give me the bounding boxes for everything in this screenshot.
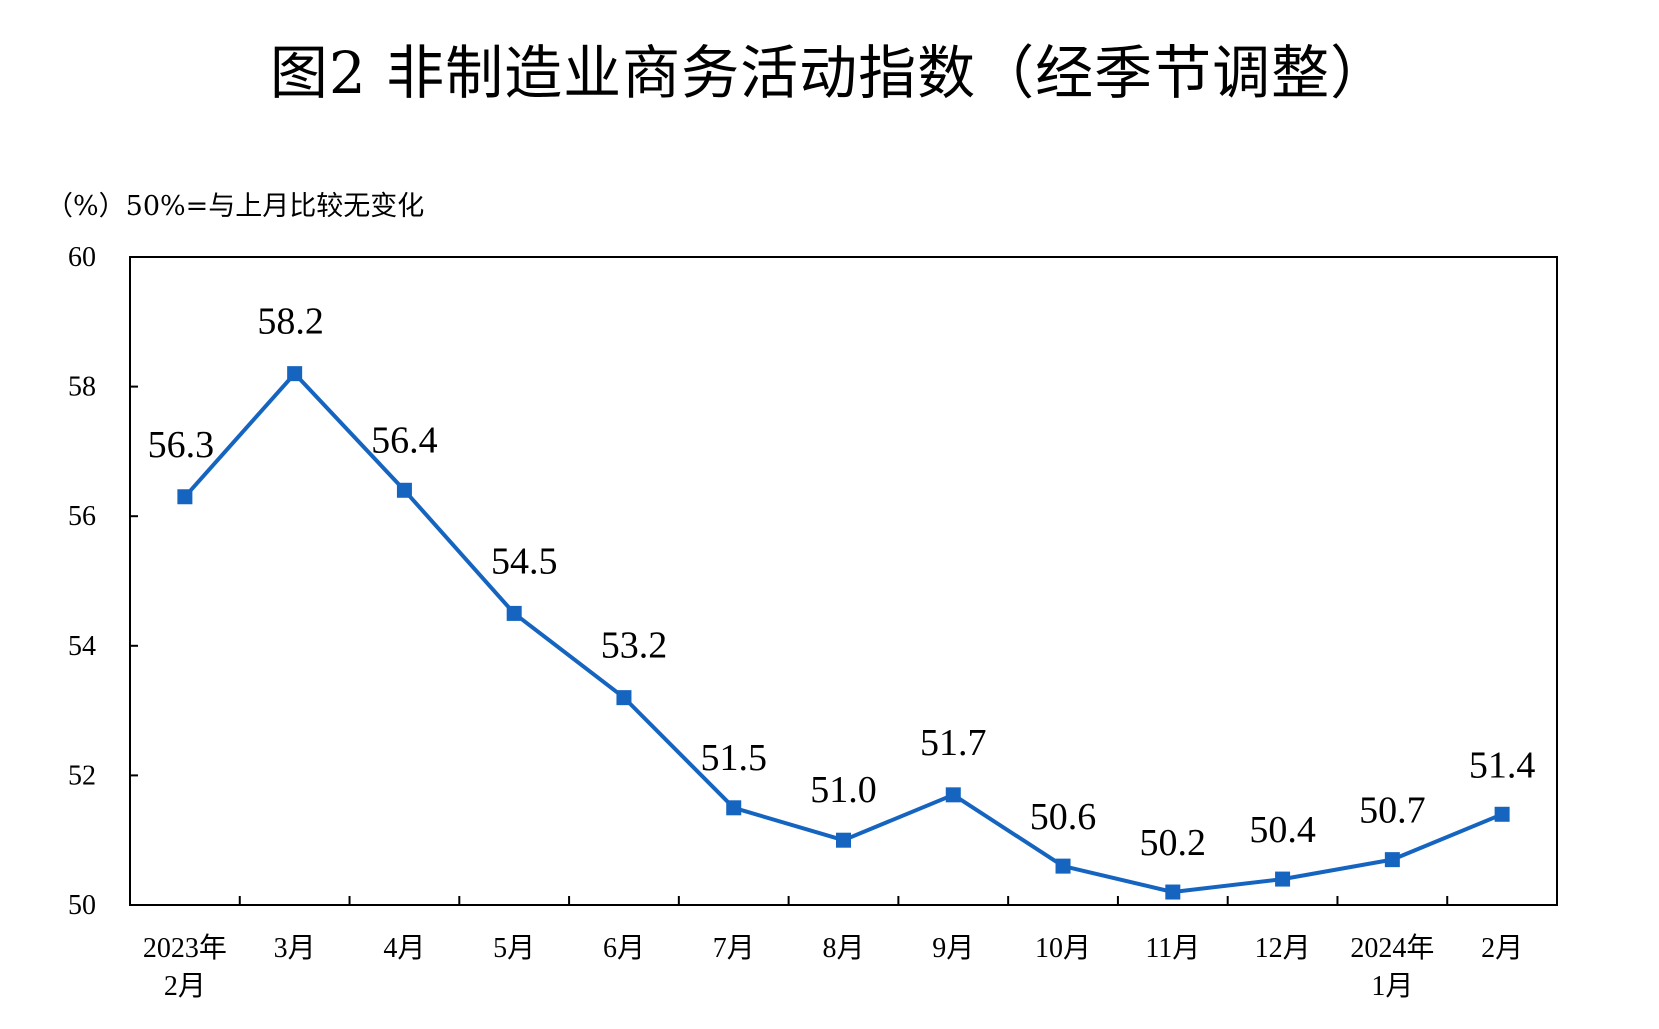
x-category-label-line: 5月 [493, 933, 535, 964]
chart-title: 图2 非制造业商务活动指数（经季节调整） [269, 39, 1390, 107]
data-label: 54.5 [491, 540, 558, 582]
x-category-label-line: 2023年 [143, 932, 227, 964]
x-category-label: 6月 [603, 933, 645, 964]
data-point-marker [726, 800, 742, 816]
x-category-label: 11月 [1145, 933, 1200, 964]
x-category-label-line: 2024年 [1350, 932, 1434, 964]
data-label: 51.0 [810, 769, 877, 811]
x-category-label-line: 10月 [1035, 933, 1091, 964]
plot-frame [129, 256, 1558, 906]
y-tick-label: 50 [68, 890, 96, 921]
data-label: 56.4 [371, 419, 438, 461]
x-category-label: 10月 [1035, 933, 1091, 964]
data-point-marker [506, 605, 522, 621]
x-category-label: 4月 [383, 933, 425, 964]
x-category-label-line: 7月 [713, 933, 755, 964]
data-label: 51.4 [1469, 744, 1536, 786]
data-point-marker [1384, 852, 1400, 868]
x-category-label-line: 3月 [274, 933, 316, 964]
y-tick-label: 60 [68, 242, 96, 273]
data-point-marker [1055, 858, 1071, 874]
x-category-label-line: 11月 [1145, 933, 1200, 964]
reference-note: 50%=与上月比较无变化 [125, 191, 425, 222]
data-label: 53.2 [601, 625, 668, 667]
unit-note: （%）50%=与上月比较无变化 [46, 184, 424, 223]
x-category-label-line: 6月 [603, 933, 645, 964]
data-label: 58.2 [257, 301, 324, 343]
x-category-label-line: 2月 [164, 971, 206, 1002]
x-category-label: 2月 [1481, 933, 1523, 964]
y-tick-label: 54 [68, 631, 96, 662]
data-point-marker [1165, 884, 1181, 900]
x-category-label-line: 2月 [1481, 933, 1523, 964]
data-markers [177, 366, 1510, 900]
data-point-marker [1275, 871, 1291, 887]
data-label: 50.4 [1249, 809, 1316, 851]
axes: 50 52 54 56 58 60 2023年 2月 3月 4月 5月 6月 7月 8月 9月 10月 11月 1… [68, 242, 1558, 1002]
data-labels: 56.3 58.2 56.4 54.5 53.2 51.5 51.0 51.7 50.6 50.2… [148, 301, 1536, 864]
data-label: 50.7 [1359, 790, 1426, 832]
x-category-label: 8月 [822, 933, 864, 964]
x-category-label: 7月 [713, 933, 755, 964]
y-tick-label: 56 [68, 501, 96, 532]
data-label: 51.5 [700, 737, 767, 779]
data-label: 56.3 [148, 424, 215, 466]
data-label: 50.6 [1030, 796, 1097, 838]
x-category-label: 3月 [274, 933, 316, 964]
x-category-label-line: 9月 [932, 933, 974, 964]
x-category-label: 9月 [932, 933, 974, 964]
data-point-marker [836, 832, 851, 848]
x-category-label: 12月 [1255, 933, 1311, 964]
x-category-label-line: 4月 [383, 933, 425, 964]
x-category-label-line: 1月 [1371, 971, 1413, 1002]
y-tick-label: 58 [68, 372, 96, 403]
data-point-marker [945, 787, 961, 803]
x-category-label-line: 8月 [822, 933, 864, 964]
x-category-label: 2024年 1月 [1350, 932, 1434, 1002]
data-point-marker [177, 489, 193, 505]
data-label: 51.7 [920, 722, 987, 764]
data-point-marker [1494, 806, 1510, 822]
y-tick-label: 52 [68, 760, 96, 791]
x-category-label: 5月 [493, 933, 535, 964]
data-point-marker [616, 690, 632, 706]
data-point-marker [396, 482, 412, 498]
x-category-label: 2023年 2月 [143, 932, 227, 1002]
data-point-marker [287, 366, 303, 382]
x-category-label-line: 12月 [1255, 933, 1311, 964]
y-unit-label: （%） [46, 191, 126, 222]
data-label: 50.2 [1140, 822, 1207, 864]
